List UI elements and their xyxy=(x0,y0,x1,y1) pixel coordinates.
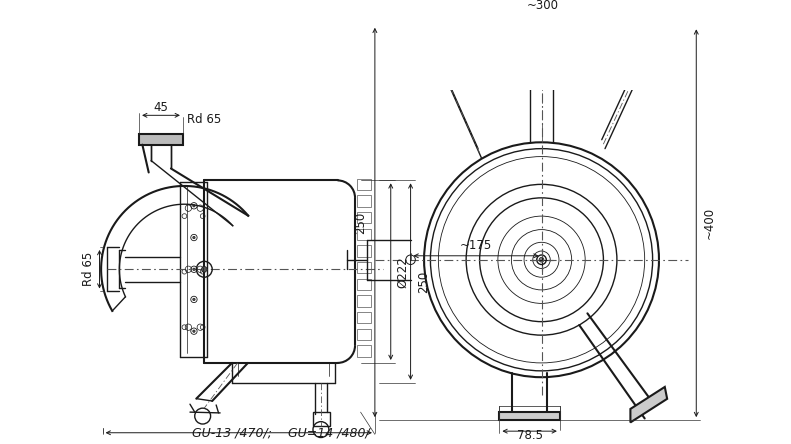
Bar xyxy=(357,179,371,190)
Bar xyxy=(357,279,371,290)
Circle shape xyxy=(193,236,195,239)
Bar xyxy=(499,412,560,420)
Bar xyxy=(357,246,371,257)
Text: Rd 65: Rd 65 xyxy=(187,113,221,126)
Bar xyxy=(357,312,371,323)
Bar xyxy=(357,262,371,273)
Circle shape xyxy=(539,258,544,262)
Text: 250: 250 xyxy=(354,211,367,234)
Bar xyxy=(528,36,556,47)
Text: Rd 65: Rd 65 xyxy=(82,252,95,286)
Bar xyxy=(357,229,371,240)
Bar xyxy=(357,295,371,306)
Text: GU=14 /480/: GU=14 /480/ xyxy=(288,427,369,440)
Bar xyxy=(139,135,183,145)
Text: ~175: ~175 xyxy=(460,238,492,252)
Text: 78.5: 78.5 xyxy=(517,429,543,442)
Polygon shape xyxy=(630,387,667,422)
Bar xyxy=(357,195,371,206)
Bar xyxy=(357,329,371,340)
Bar xyxy=(313,412,330,426)
Text: ~400: ~400 xyxy=(702,207,716,239)
Text: ~300: ~300 xyxy=(526,0,558,12)
Text: 45: 45 xyxy=(153,101,168,114)
Circle shape xyxy=(202,266,207,272)
Text: 250: 250 xyxy=(417,270,430,293)
Circle shape xyxy=(193,330,195,333)
Bar xyxy=(357,212,371,223)
Bar xyxy=(357,345,371,357)
Circle shape xyxy=(193,298,195,301)
Circle shape xyxy=(193,205,195,207)
Text: Ø222: Ø222 xyxy=(396,256,409,288)
Text: GU-13 /470/;: GU-13 /470/; xyxy=(192,427,272,440)
Circle shape xyxy=(193,268,195,270)
